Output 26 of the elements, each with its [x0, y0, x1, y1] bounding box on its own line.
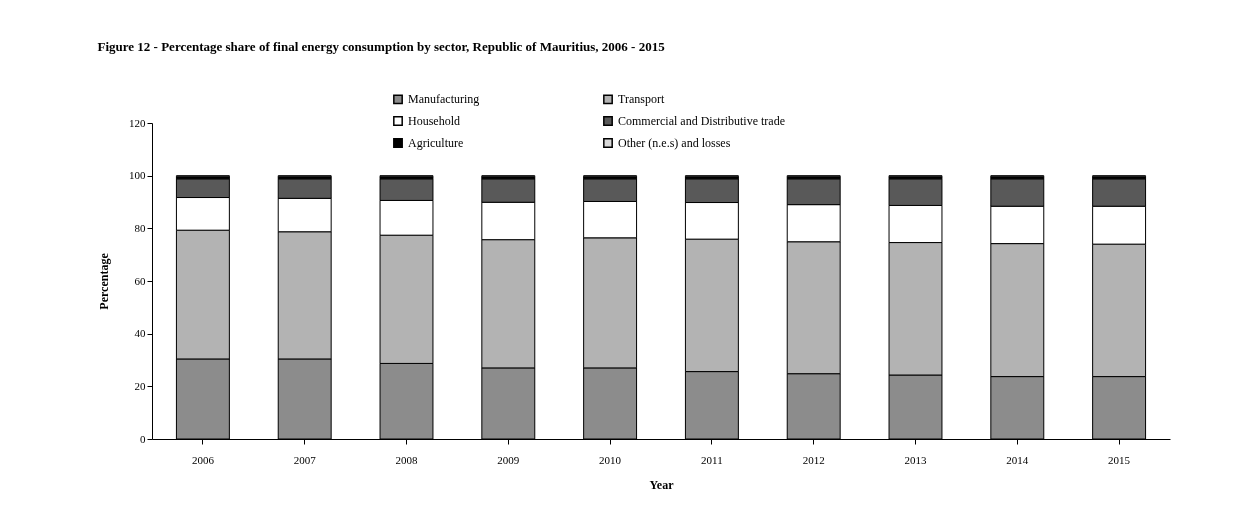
y-tick-label: 100: [129, 169, 146, 182]
x-tick-label: 2006: [191, 453, 215, 466]
x-tick-label: 2012: [802, 453, 825, 466]
x-tick-label: 2008: [395, 453, 418, 466]
x-axis-title: Year: [649, 477, 675, 492]
y-tick-label: 80: [134, 221, 146, 234]
legend-label: Agriculture: [408, 136, 464, 150]
x-tick-label: 2011: [701, 453, 723, 466]
y-tick-label: 0: [140, 432, 146, 445]
x-tick-label: 2014: [1006, 453, 1029, 466]
y-axis-title: Percentage: [97, 252, 111, 310]
x-tick-label: 2007: [293, 453, 317, 466]
x-tick-label: 2010: [599, 453, 622, 466]
legend-label: Transport: [618, 92, 665, 107]
legend-label: Manufacturing: [408, 92, 480, 107]
y-tick-label: 60: [134, 274, 146, 287]
legend-label: Household: [408, 114, 460, 128]
y-tick-label: 20: [134, 379, 146, 392]
y-tick-label: 120: [129, 116, 146, 129]
x-tick-label: 2009: [497, 453, 520, 466]
legend-label: Other (n.e.s) and losses: [618, 136, 731, 150]
x-tick-label: 2013: [904, 453, 927, 466]
legend-label: Commercial and Distributive trade: [618, 114, 785, 128]
y-tick-label: 40: [134, 327, 146, 340]
chart-title: Figure 12 - Percentage share of final energy consumption by sector, Republic of Mauritius, 2006 - 2015: [97, 39, 666, 54]
x-tick-label: 2015: [1108, 453, 1131, 466]
